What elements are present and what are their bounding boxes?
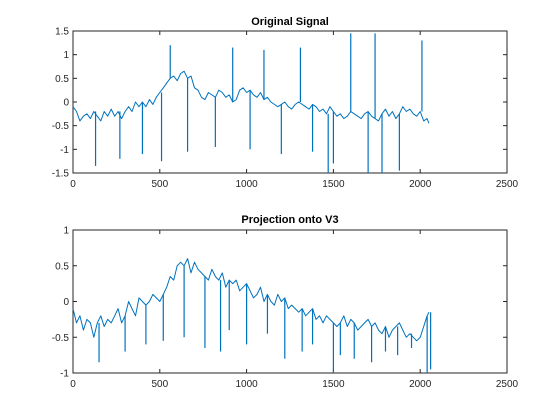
axes-original-signal: Original Signal 0 500 1000 1500 2000 2500 -1.5… bbox=[52, 16, 519, 190]
y-tick-label: -1 bbox=[60, 369, 69, 380]
y-tick-label: 0.5 bbox=[55, 74, 69, 85]
y-tick-label: 1 bbox=[63, 226, 69, 237]
y-tick-label: 0.5 bbox=[55, 261, 69, 272]
y-tick-label: -1 bbox=[60, 145, 69, 156]
y-tick-label: -0.5 bbox=[52, 333, 70, 344]
series-line bbox=[72, 258, 430, 342]
x-tick-label: 500 bbox=[151, 179, 168, 190]
chart-title: Original Signal bbox=[251, 16, 329, 28]
x-tick-label: 1000 bbox=[235, 179, 258, 190]
x-tick-label: 500 bbox=[151, 379, 168, 390]
tick-group: 0 500 1000 1500 2000 2500 -1 -0.5 0 0.5 1 bbox=[52, 226, 519, 391]
y-tick-label: 0 bbox=[63, 98, 69, 109]
tick-group: 0 500 1000 1500 2000 2500 -1.5 -1 -0.5 0 0.5 1 1.5 bbox=[52, 27, 519, 191]
y-tick-label: 0 bbox=[63, 297, 69, 308]
series-group bbox=[72, 258, 432, 373]
y-tick-label: 1.5 bbox=[55, 27, 69, 38]
x-tick-label: 0 bbox=[70, 179, 76, 190]
plot-area bbox=[72, 30, 508, 174]
x-tick-label: 1500 bbox=[322, 179, 345, 190]
y-tick-label: -1.5 bbox=[52, 169, 70, 180]
series-group bbox=[72, 33, 430, 173]
x-tick-label: 1500 bbox=[322, 379, 345, 390]
chart-title: Projection onto V3 bbox=[241, 214, 338, 226]
x-tick-label: 1000 bbox=[235, 379, 258, 390]
x-tick-label: 0 bbox=[70, 379, 76, 390]
series-line bbox=[72, 70, 430, 124]
y-tick-label: -0.5 bbox=[52, 121, 70, 132]
x-tick-label: 2000 bbox=[409, 379, 432, 390]
y-tick-label: 1 bbox=[63, 50, 69, 61]
axes-projection-v3: Projection onto V3 0 500 1000 1500 2000 2500 -… bbox=[52, 214, 519, 390]
x-tick-label: 2500 bbox=[496, 379, 519, 390]
x-tick-label: 2500 bbox=[496, 179, 519, 190]
x-tick-label: 2000 bbox=[409, 179, 432, 190]
plot-area bbox=[72, 229, 508, 374]
